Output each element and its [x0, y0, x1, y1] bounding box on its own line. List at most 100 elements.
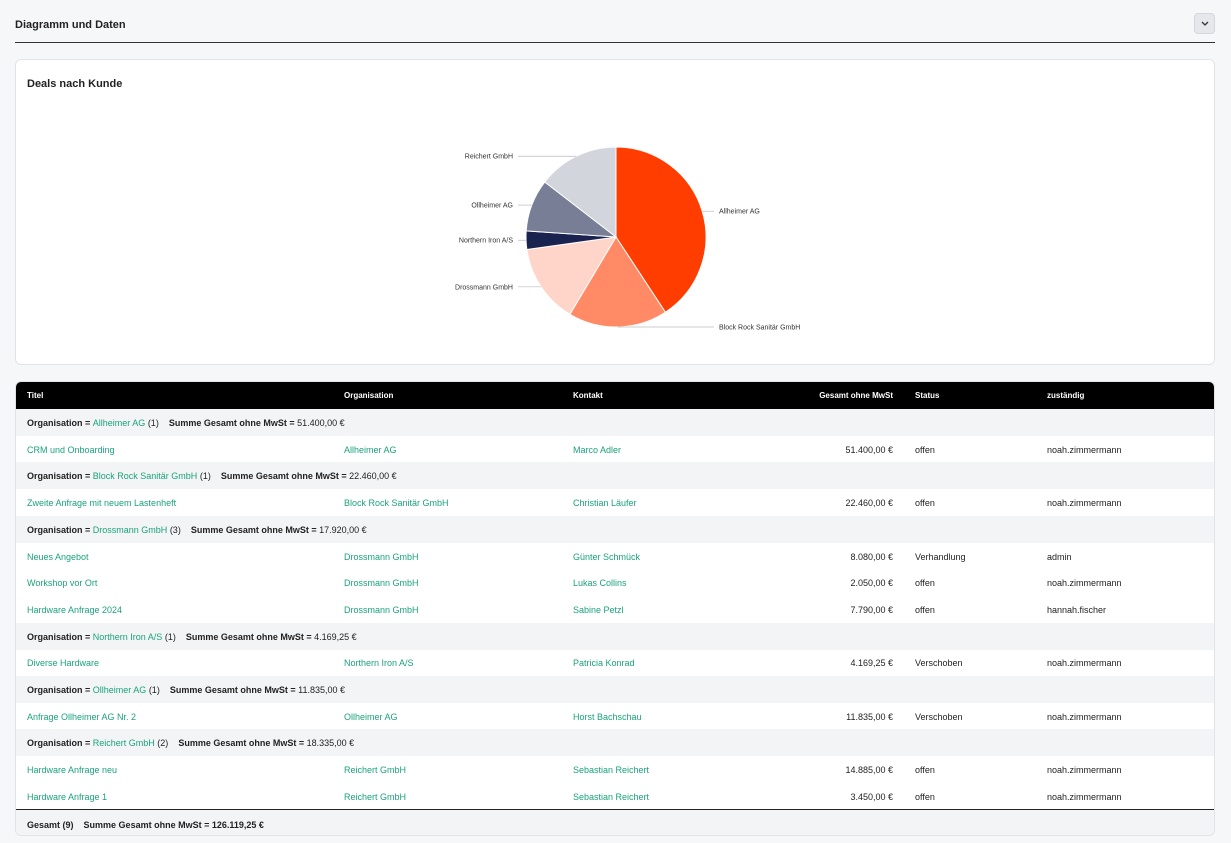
group-org-link[interactable]: Block Rock Sanitär GmbH	[92, 471, 198, 482]
group-row: Organisation = Block Rock Sanitär GmbH (…	[16, 462, 1214, 490]
header-owner[interactable]: zuständig	[1047, 391, 1085, 400]
organisation-link[interactable]: Allheimer AG	[344, 444, 397, 455]
contact-link[interactable]: Marco Adler	[573, 444, 622, 455]
owner-cell: hannah.fischer	[1047, 604, 1107, 615]
status-cell: Verschoben	[915, 658, 963, 669]
group-count: (1)	[147, 418, 159, 428]
status-cell: offen	[915, 765, 935, 776]
owner-cell: noah.zimmermann	[1047, 658, 1122, 669]
group-row: Organisation = Allheimer AG (1) Summe Ge…	[16, 409, 1214, 436]
group-label: Organisation = Drossmann GmbH (3) Summe …	[27, 525, 367, 535]
group-prefix: Organisation =	[27, 418, 93, 428]
owner-cell: noah.zimmermann	[1047, 444, 1122, 455]
table-row[interactable]: Anfrage Ollheimer AG Nr. 2 Ollheimer AG Ho…	[16, 703, 1214, 730]
contact-link[interactable]: Sebastian Reichert	[573, 765, 650, 776]
group-prefix: Organisation =	[27, 524, 93, 535]
table-row[interactable]: Neues Angebot Drossmann GmbH Günter Schmüc…	[16, 543, 1214, 570]
deal-title-link[interactable]: Workshop vor Ort	[27, 578, 98, 589]
pie-label: Northern Iron A/S	[459, 238, 513, 245]
group-org-link[interactable]: Allheimer AG	[92, 418, 146, 428]
table-row[interactable]: Diverse Hardware Northern Iron A/S Patrici…	[16, 649, 1214, 676]
organisation-link[interactable]: Block Rock Sanitär GmbH	[344, 498, 449, 509]
contact-link[interactable]: Horst Bachschau	[573, 711, 642, 722]
group-label: Organisation = Allheimer AG (1) Summe Ge…	[27, 418, 345, 428]
table-row[interactable]: Hardware Anfrage 1 Reichert GmbH Sebastian…	[16, 783, 1214, 810]
deal-title-link[interactable]: Neues Angebot	[27, 551, 89, 562]
group-sum: 18.335,00 €	[306, 738, 355, 749]
group-row: Organisation = Drossmann GmbH (3) Summe …	[16, 515, 1214, 543]
contact-link[interactable]: Patricia Konrad	[573, 658, 635, 669]
organisation-link[interactable]: Drossmann GmbH	[344, 604, 419, 615]
pie-slice[interactable]	[569, 236, 667, 328]
group-sum-label: Summe Gesamt ohne MwSt =	[185, 631, 315, 642]
group-count: (2)	[157, 738, 169, 749]
pie-slice[interactable]	[544, 146, 617, 239]
group-prefix: Organisation =	[27, 685, 93, 695]
organisation-link[interactable]: Drossmann GmbH	[344, 578, 419, 589]
amount-cell: 3.450,00 €	[850, 791, 893, 802]
header-contact[interactable]: Kontakt	[573, 391, 603, 400]
group-row: Organisation = Ollheimer AG (1) Summe Ge…	[16, 676, 1214, 703]
total-row: Gesamt (9) Summe Gesamt ohne MwSt = 126.…	[16, 809, 1214, 835]
owner-cell: noah.zimmermann	[1047, 791, 1122, 802]
deal-title-link[interactable]: Hardware Anfrage 2024	[27, 604, 123, 615]
group-sum-label: Summe Gesamt ohne MwSt =	[168, 418, 298, 428]
group-sum-label: Summe Gesamt ohne MwSt =	[190, 524, 320, 535]
deal-title-link[interactable]: Zweite Anfrage mit neuem Lastenheft	[27, 498, 177, 509]
group-sum-label: Summe Gesamt ohne MwSt =	[169, 685, 299, 695]
group-label: Organisation = Reichert GmbH (2) Summe G…	[27, 738, 354, 748]
status-cell: offen	[915, 498, 935, 509]
contact-link[interactable]: Lukas Collins	[573, 578, 627, 589]
status-cell: offen	[915, 444, 935, 455]
group-sum-label: Summe Gesamt ohne MwSt =	[178, 738, 307, 749]
deal-title-link[interactable]: Hardware Anfrage neu	[27, 765, 118, 776]
total-label: Gesamt (9) Summe Gesamt ohne MwSt = 126.…	[27, 820, 264, 830]
owner-cell: noah.zimmermann	[1047, 711, 1122, 722]
contact-link[interactable]: Günter Schmück	[573, 551, 641, 562]
status-cell: Verhandlung	[915, 551, 966, 562]
group-org-link[interactable]: Ollheimer AG	[92, 685, 147, 695]
owner-cell: admin	[1047, 551, 1072, 562]
owner-cell: noah.zimmermann	[1047, 498, 1122, 509]
deal-title-link[interactable]: Anfrage Ollheimer AG Nr. 2	[27, 711, 137, 722]
group-row: Organisation = Reichert GmbH (2) Summe G…	[16, 729, 1214, 757]
organisation-link[interactable]: Reichert GmbH	[344, 765, 407, 776]
group-org-link[interactable]: Drossmann GmbH	[92, 524, 168, 535]
table-row[interactable]: Hardware Anfrage 2024 Drossmann GmbH Sabin…	[16, 596, 1214, 623]
group-sum: 4.169,25 €	[314, 631, 357, 642]
pie-label: Ollheimer AG	[471, 203, 513, 210]
header-organisation[interactable]: Organisation	[344, 391, 394, 400]
group-prefix: Organisation =	[27, 738, 93, 749]
deal-title-link[interactable]: CRM und Onboarding	[27, 444, 115, 455]
table-row[interactable]: Zweite Anfrage mit neuem Lastenheft Block…	[16, 489, 1214, 516]
group-org-link[interactable]: Reichert GmbH	[92, 738, 155, 749]
deal-title-link[interactable]: Diverse Hardware	[27, 658, 100, 669]
amount-cell: 14.885,00 €	[845, 765, 893, 776]
group-label: Organisation = Northern Iron A/S (1) Sum…	[27, 632, 357, 642]
header-title[interactable]: Titel	[27, 391, 44, 400]
pie-label: Allheimer AG	[719, 209, 760, 216]
organisation-link[interactable]: Ollheimer AG	[344, 711, 398, 722]
amount-cell: 22.460,00 €	[845, 498, 893, 509]
table-row[interactable]: Workshop vor Ort Drossmann GmbH Lukas Coll…	[16, 569, 1214, 596]
group-prefix: Organisation =	[27, 631, 93, 642]
contact-link[interactable]: Sabine Petzl	[573, 604, 624, 615]
group-org-link[interactable]: Northern Iron A/S	[92, 631, 163, 642]
pie-chart: Allheimer AG Block Rock Sanitär GmbH Dross…	[455, 146, 800, 332]
organisation-link[interactable]: Reichert GmbH	[344, 791, 407, 802]
status-cell: offen	[915, 604, 935, 615]
contact-link[interactable]: Christian Läufer	[573, 498, 637, 509]
table-row[interactable]: Hardware Anfrage neu Reichert GmbH Sebasti…	[16, 756, 1214, 783]
organisation-link[interactable]: Northern Iron A/S	[344, 658, 414, 669]
section-title: Diagramm und Daten	[15, 19, 126, 31]
contact-link[interactable]: Sebastian Reichert	[573, 791, 650, 802]
chevron-down-icon	[1201, 21, 1209, 26]
pie-slice[interactable]	[526, 236, 617, 315]
header-status[interactable]: Status	[915, 391, 940, 400]
status-cell: Verschoben	[915, 711, 963, 722]
header-amount[interactable]: Gesamt ohne MwSt	[819, 391, 893, 400]
collapse-button[interactable]	[1194, 13, 1215, 34]
table-row[interactable]: CRM und Onboarding Allheimer AG Marco Adle…	[16, 436, 1214, 463]
organisation-link[interactable]: Drossmann GmbH	[344, 551, 419, 562]
deal-title-link[interactable]: Hardware Anfrage 1	[27, 791, 108, 802]
